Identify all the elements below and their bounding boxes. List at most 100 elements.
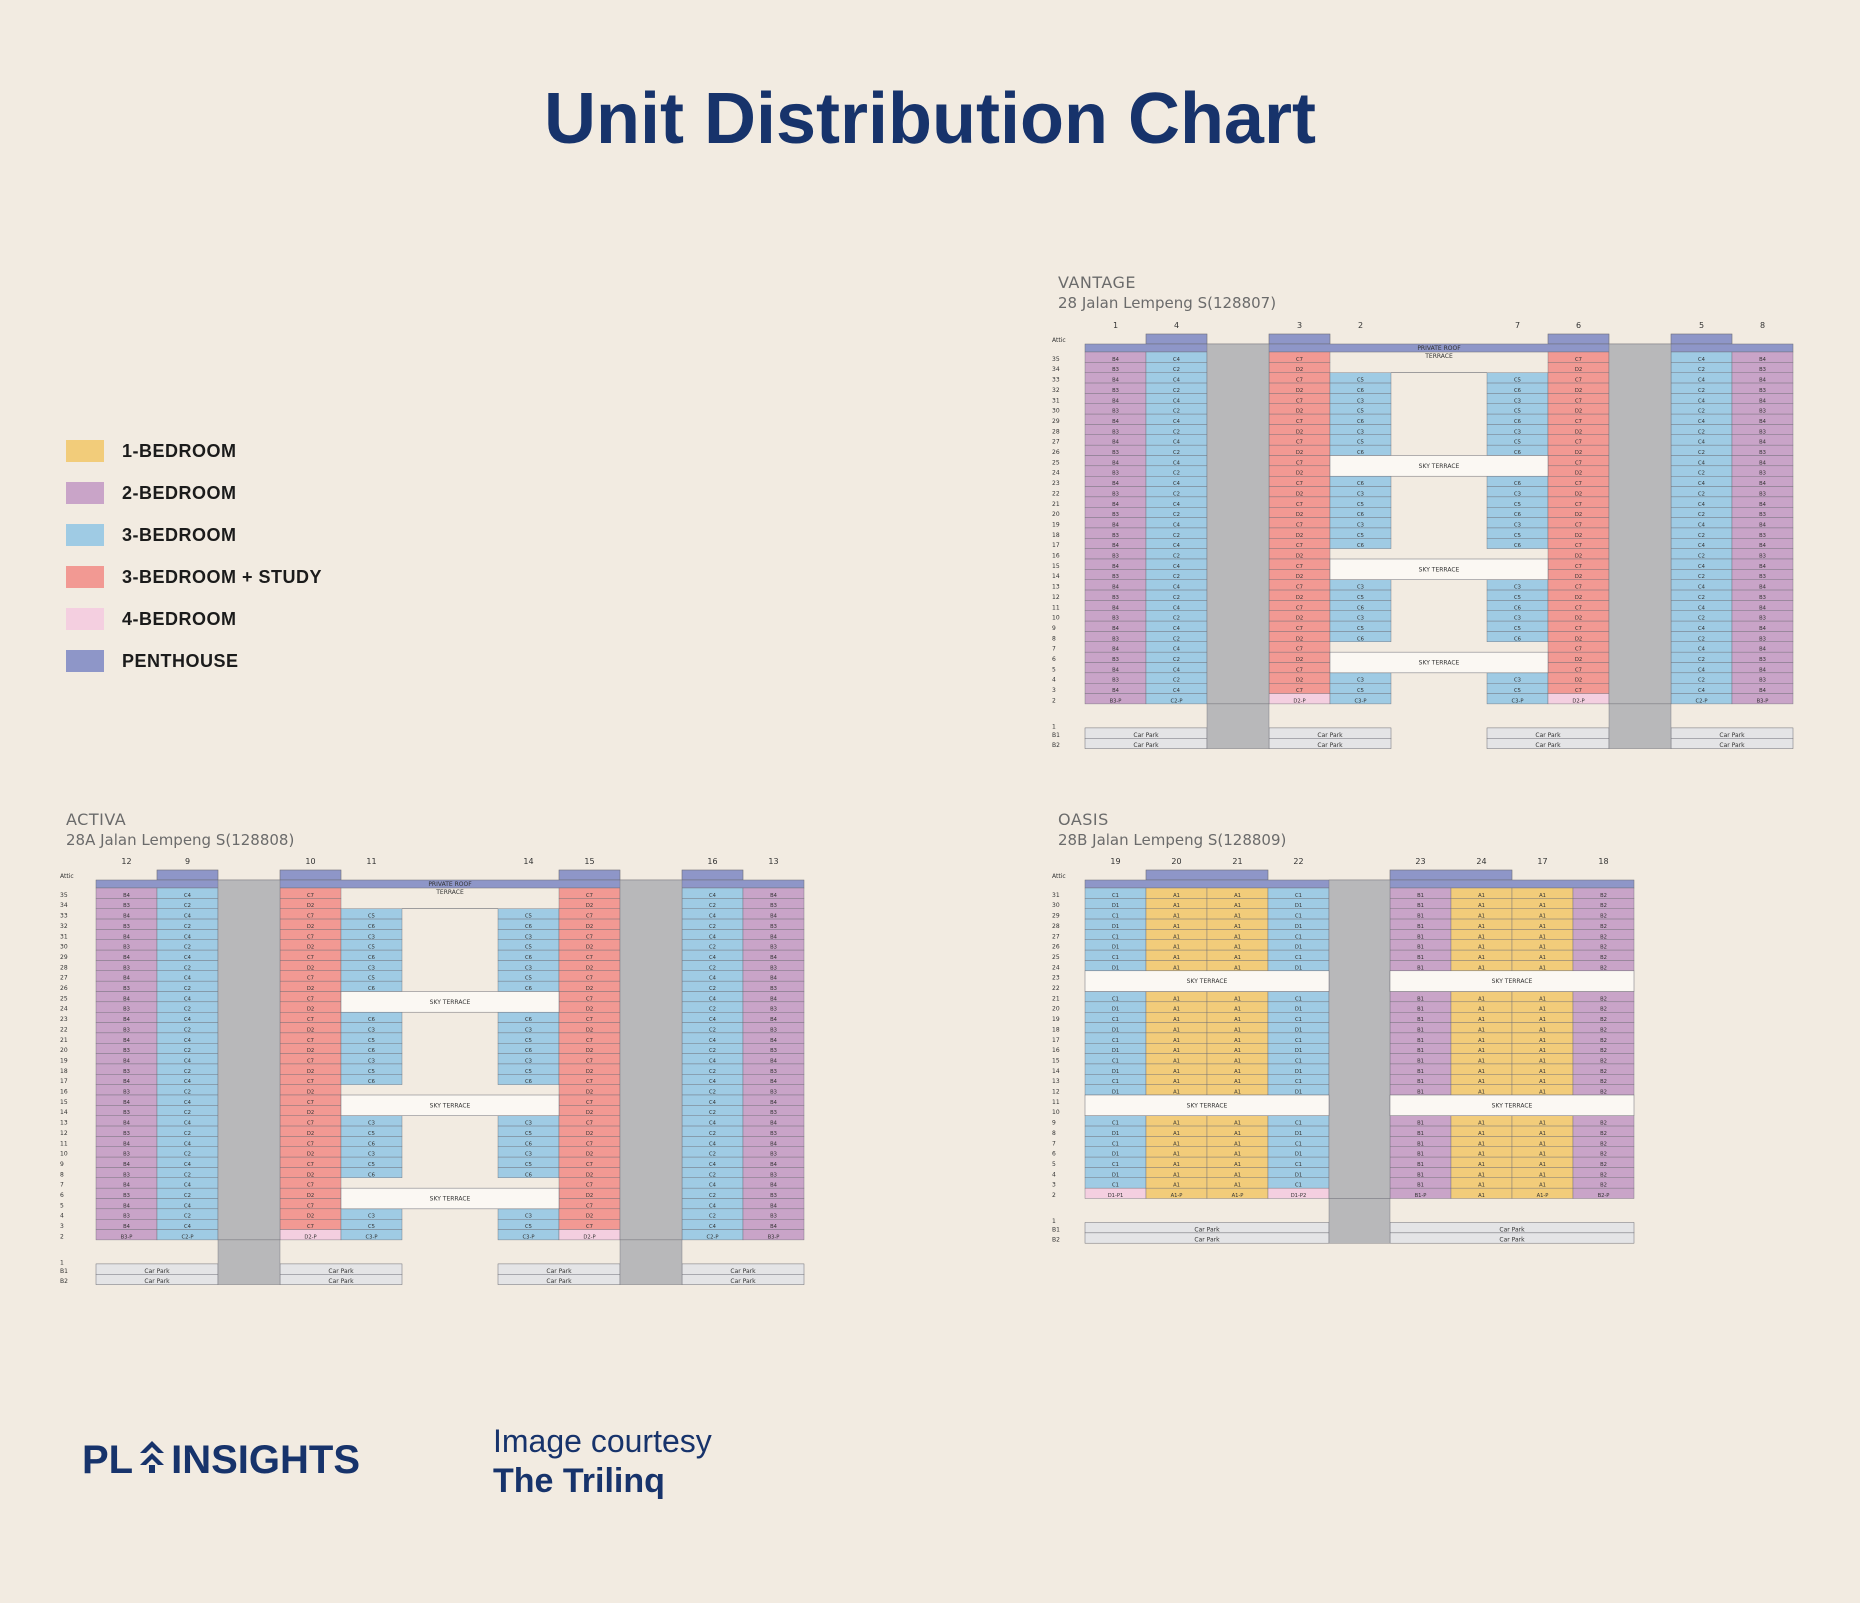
oasis-stack-diagram: 19 20 21 22 23 24 17 18Attic3130292827262524232… (1052, 858, 1635, 1244)
floor-number: 22 (1052, 490, 1060, 497)
unit-code: C2 (184, 1172, 191, 1178)
unit-code: D2 (1575, 657, 1582, 663)
floor-number: 27 (1052, 439, 1060, 446)
unit-code: C6 (368, 1048, 375, 1054)
legend-item: 3-BEDROOM + STUDY (66, 556, 322, 598)
stack-number: 12 (121, 858, 131, 866)
unit-code: D2 (586, 1090, 593, 1096)
unit-code: C1 (1112, 1141, 1119, 1147)
unit-code: C5 (525, 914, 532, 920)
unit-code: B4 (1759, 481, 1767, 487)
unit-code: C3 (525, 1058, 532, 1064)
unit-code: C3 (1357, 678, 1364, 684)
unit-code: C2-P (182, 1234, 194, 1240)
unit-code: C7 (1296, 564, 1303, 570)
unit-code: B3 (123, 986, 130, 992)
unit-code: B1 (1417, 1069, 1424, 1075)
floor-number: 28 (60, 964, 68, 971)
unit-code: C7 (1296, 543, 1303, 549)
unit-code: B4 (770, 1224, 778, 1230)
unit-code: C1 (1295, 1079, 1302, 1085)
unit-code: D2 (586, 945, 593, 951)
unit-code: C1 (1112, 934, 1119, 940)
unit-code: C4 (709, 1162, 717, 1168)
unit-code: C2 (1173, 678, 1180, 684)
unit-code: B4 (123, 1121, 131, 1127)
unit-code: B4 (770, 1203, 778, 1209)
unit-code: C4 (184, 1203, 192, 1209)
unit-code: C3 (1357, 522, 1364, 528)
unit-code: C4 (1698, 667, 1706, 673)
unit-code: A1 (1173, 1027, 1180, 1033)
unit-code: C4 (1698, 502, 1706, 508)
unit-code: C4 (1173, 543, 1181, 549)
car-park-label: Car Park (328, 1278, 354, 1285)
unit-code: B3 (1112, 388, 1119, 394)
stack-number: 14 (523, 858, 533, 866)
floor-number: 22 (1052, 985, 1060, 992)
legend-swatch (66, 608, 104, 630)
unit-code: C3 (525, 1152, 532, 1158)
stack-number: 8 (1760, 322, 1765, 330)
floor-number: 13 (1052, 584, 1060, 591)
penthouse-cap (558, 869, 621, 881)
unit-code: B2 (1600, 965, 1607, 971)
unit-code: C2 (1173, 657, 1180, 663)
unit-code: C2 (1698, 491, 1705, 497)
unit-code: B3 (123, 965, 130, 971)
unit-code: C7 (1296, 419, 1303, 425)
unit-code: C7 (1296, 481, 1303, 487)
stack-number: 18 (1598, 858, 1608, 866)
floor-number: 4 (60, 1213, 64, 1220)
car-park-label: Car Park (1194, 1237, 1220, 1244)
unit-code: C4 (1698, 398, 1706, 404)
lift-core-base (217, 1239, 281, 1285)
unit-code: B4 (1112, 522, 1120, 528)
unit-code: C7 (586, 1017, 593, 1023)
unit-code: D1 (1295, 1131, 1302, 1137)
unit-code: C7 (307, 1203, 314, 1209)
car-park-label: Car Park (1499, 1237, 1525, 1244)
unit-code: A1 (1478, 965, 1485, 971)
sky-terrace-label: SKY TERRACE (1187, 978, 1228, 985)
unit-code: C2 (184, 1069, 191, 1075)
unit-code: C2 (184, 1131, 191, 1137)
unit-code: B3 (1759, 450, 1766, 456)
floor-number: 18 (1052, 1026, 1060, 1033)
penthouse-row (95, 879, 805, 889)
unit-code: C3 (368, 934, 375, 940)
unit-code: C2 (1173, 512, 1180, 518)
unit-code: B4 (770, 1183, 778, 1189)
unit-code: C1 (1295, 934, 1302, 940)
unit-code: A1 (1478, 955, 1485, 961)
unit-code: C5 (525, 945, 532, 951)
floor-number: 4 (1052, 677, 1056, 684)
unit-code: B3 (1759, 491, 1766, 497)
unit-code: C5 (1514, 688, 1521, 694)
unit-code: B3 (123, 924, 130, 930)
unit-code: A1 (1539, 996, 1546, 1002)
unit-code: C4 (709, 1058, 717, 1064)
floor-number: 9 (60, 1161, 64, 1168)
unit-code: B2 (1600, 893, 1607, 899)
unit-code: A1 (1539, 1058, 1546, 1064)
car-park-label: Car Park (1317, 742, 1343, 749)
stack-number: 13 (768, 858, 778, 866)
unit-code: C4 (1173, 688, 1181, 694)
floor-number: 34 (1052, 366, 1060, 373)
unit-code: C3 (525, 965, 532, 971)
unit-code: C7 (1296, 522, 1303, 528)
unit-code: B3 (1759, 512, 1766, 518)
car-park-label: Car Park (144, 1278, 170, 1285)
unit-code: B3 (1112, 636, 1119, 642)
unit-code: B4 (1112, 564, 1120, 570)
unit-code: A1 (1234, 1090, 1241, 1096)
unit-code: B2 (1600, 1090, 1607, 1096)
unit-code: D2 (586, 924, 593, 930)
stack-number: 5 (1699, 322, 1704, 330)
penthouse-cap (1547, 333, 1610, 345)
unit-code: C7 (1575, 667, 1582, 673)
unit-code: B3 (770, 1214, 777, 1220)
floor-number: 29 (1052, 913, 1060, 920)
unit-code: B3 (123, 1214, 130, 1220)
